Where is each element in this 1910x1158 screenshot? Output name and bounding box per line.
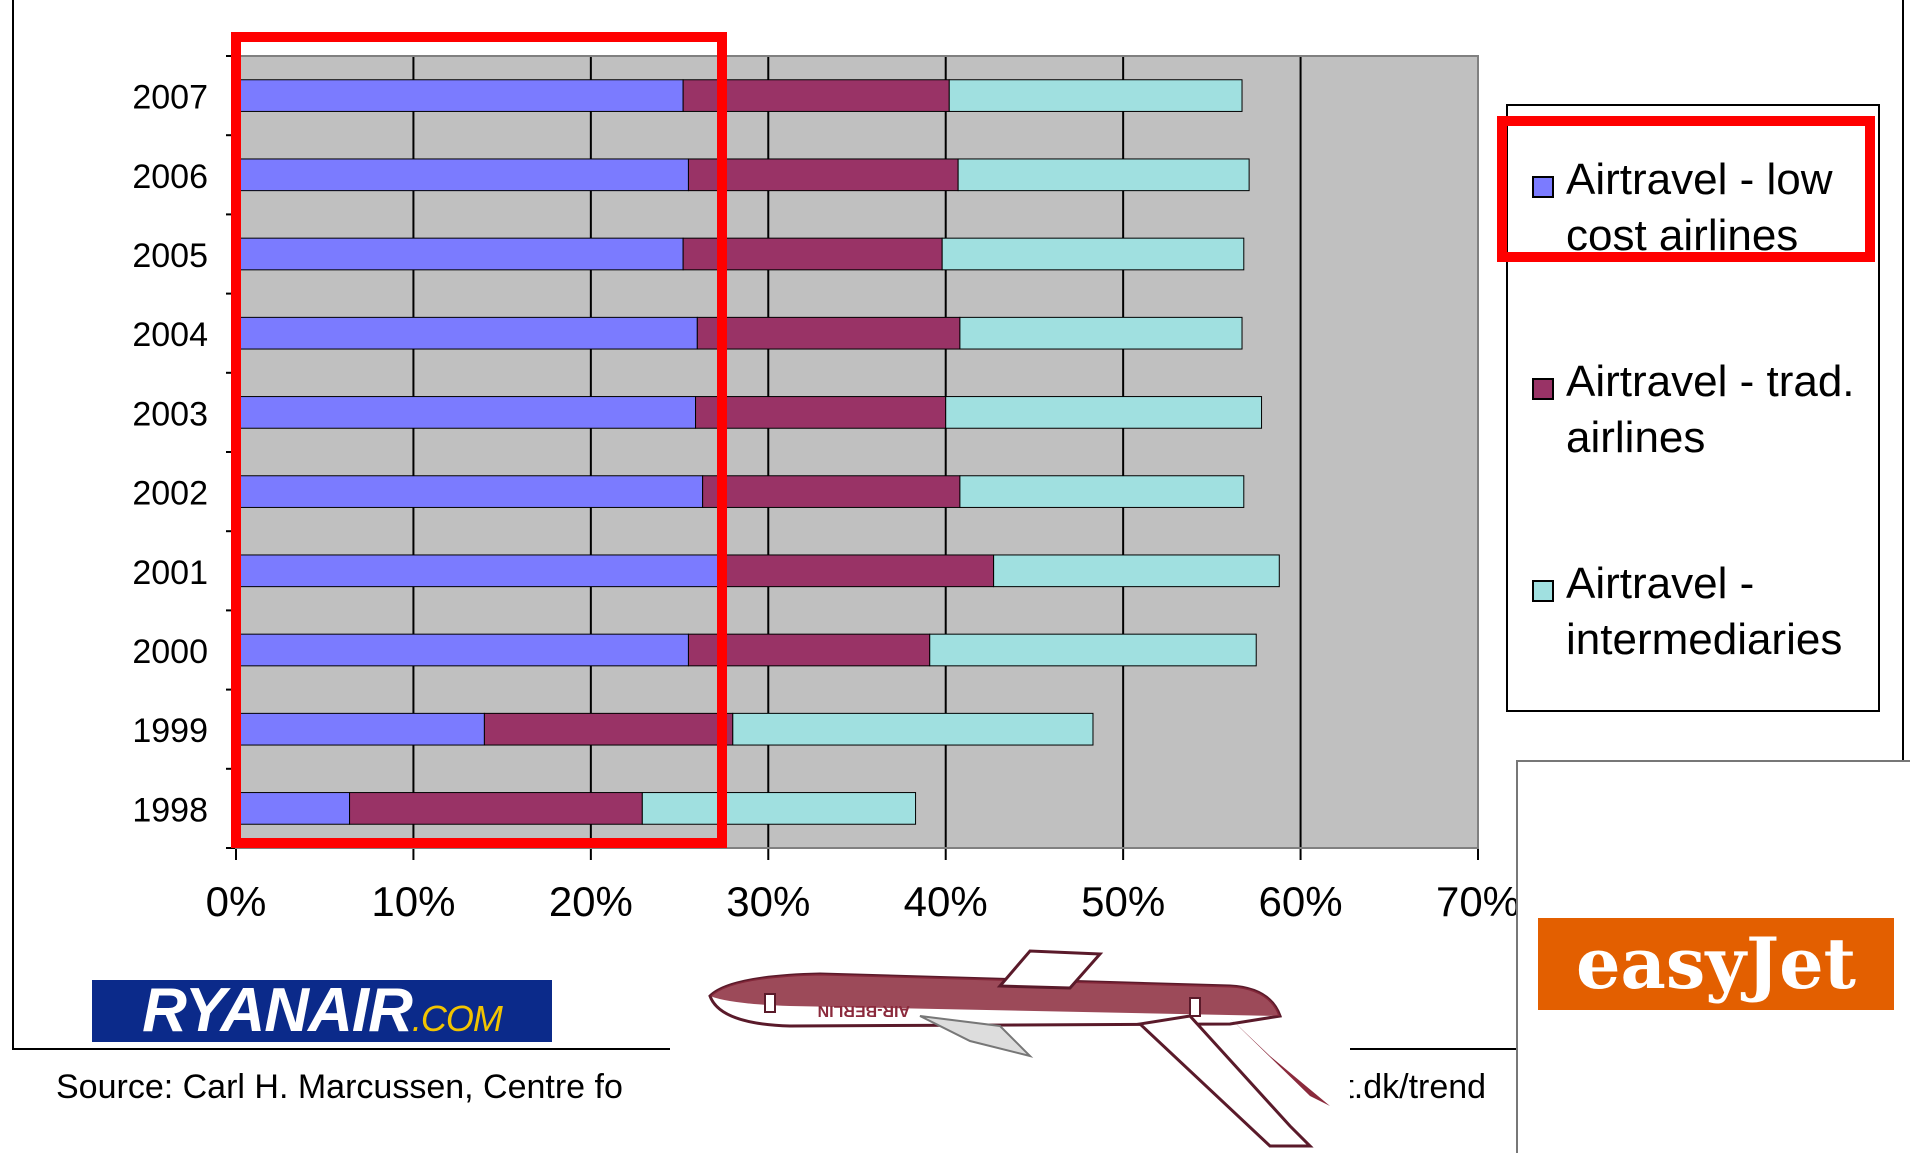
bar-intermediaries <box>959 316 1243 350</box>
ryanair-logo-com: .COM <box>411 998 503 1039</box>
bar-low-cost <box>235 158 689 192</box>
legend-highlight-box <box>1497 116 1875 262</box>
y-tick-label: 2007 <box>132 79 208 117</box>
x-tick-label: 0% <box>206 878 267 925</box>
y-tick-label: 2000 <box>132 633 208 671</box>
bar-low-cost <box>235 712 485 746</box>
source-caption: Source: Carl H. Marcussen, Centre fo crt… <box>56 1068 1486 1107</box>
bar-low-cost <box>235 237 684 271</box>
ryanair-logo: RYANAIR.COM <box>92 980 552 1042</box>
y-tick-label: 2004 <box>132 316 208 354</box>
bar-low-cost <box>235 79 684 112</box>
bar-trad <box>718 554 995 588</box>
legend-label-intermediaries: Airtravel - intermediaries <box>1566 559 1843 664</box>
low-cost-highlight-box <box>231 32 727 848</box>
bar-intermediaries <box>957 158 1250 192</box>
bar-low-cost <box>235 475 704 508</box>
x-tick-label: 10% <box>371 878 455 925</box>
air-berlin-plane-icon: AIR-BERLIN <box>708 949 1330 1148</box>
x-tick-label: 50% <box>1081 878 1165 925</box>
bar-intermediaries <box>948 79 1243 112</box>
bar-low-cost <box>235 792 351 825</box>
x-tick-label: 60% <box>1259 878 1343 925</box>
bar-trad <box>349 792 643 825</box>
bar-intermediaries <box>993 554 1280 588</box>
bar-intermediaries <box>929 633 1257 667</box>
y-tick-label: 2003 <box>132 395 208 433</box>
x-tick-label: 70% <box>1436 878 1520 925</box>
legend-swatch-intermediaries <box>1532 580 1554 602</box>
ryanair-logo-main: RYANAIR <box>142 980 413 1042</box>
y-tick-label: 1998 <box>132 791 208 829</box>
x-tick-label: 30% <box>726 878 810 925</box>
bar-intermediaries <box>959 475 1245 508</box>
easyjet-panel: easyJet <box>1516 760 1910 1153</box>
source-text-start: Source: Carl H. Marcussen, Centre fo <box>56 1068 623 1106</box>
bar-trad <box>702 475 961 508</box>
bar-trad <box>696 316 961 350</box>
bar-intermediaries <box>941 237 1245 271</box>
legend-swatch-trad <box>1532 378 1554 400</box>
bar-trad <box>695 396 947 429</box>
x-tick-label: 40% <box>904 878 988 925</box>
legend-label-low-cost: Airtravel - low cost airlines <box>1566 155 1833 260</box>
bar-intermediaries <box>641 792 917 825</box>
legend: Airtravel - low cost airlines Airtravel … <box>1506 104 1880 712</box>
y-tick-label: 2002 <box>132 475 208 513</box>
bar-trad <box>687 633 931 667</box>
legend-label-trad: Airtravel - trad. airlines <box>1566 357 1855 462</box>
air-berlin-logo-text: AIR-BERLIN <box>818 1002 910 1019</box>
air-berlin-plane-panel: AIR-BERLIN <box>670 946 1350 1153</box>
bar-intermediaries <box>945 396 1263 429</box>
x-tick-label: 20% <box>549 878 633 925</box>
y-tick-label: 1999 <box>132 712 208 750</box>
y-tick-label: 2006 <box>132 158 208 196</box>
legend-swatch-low-cost <box>1532 176 1554 198</box>
bar-trad <box>687 158 959 192</box>
bar-trad <box>483 712 734 746</box>
bar-intermediaries <box>732 712 1094 746</box>
bar-trad <box>682 79 950 112</box>
y-tick-label: 2005 <box>132 237 208 275</box>
y-tick-label: 2001 <box>132 554 208 592</box>
easyjet-logo: easyJet <box>1538 918 1894 1010</box>
